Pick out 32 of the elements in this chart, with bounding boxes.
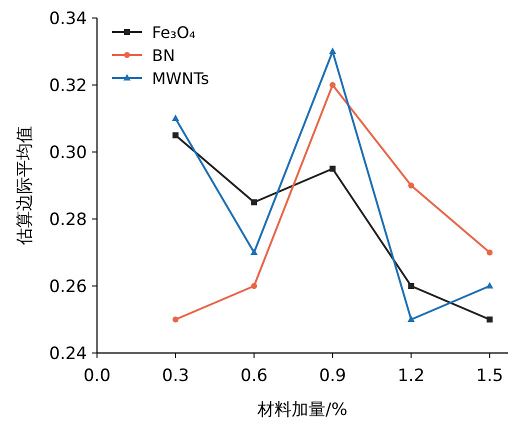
point xyxy=(486,250,493,256)
x-tick-label: 1.2 xyxy=(398,366,425,386)
point xyxy=(251,283,258,289)
point xyxy=(329,48,336,54)
x-tick-label: 1.5 xyxy=(476,366,504,386)
legend-label: Fe₃O₄ xyxy=(152,23,196,42)
x-tick-label: 0.0 xyxy=(83,366,111,386)
y-axis-title: 估算边际平均值 xyxy=(15,126,35,246)
y-tick-label: 0.34 xyxy=(49,9,87,29)
y-tick-label: 0.32 xyxy=(49,76,87,96)
y-tick-label: 0.26 xyxy=(49,277,87,297)
x-tick-label: 0.3 xyxy=(162,366,190,386)
y-tick-label: 0.24 xyxy=(49,344,87,364)
legend-label: MWNTs xyxy=(152,69,210,88)
point xyxy=(330,82,336,88)
x-tick-label: 0.9 xyxy=(319,366,346,386)
point xyxy=(172,316,179,322)
point xyxy=(486,316,493,322)
legend-label: BN xyxy=(152,46,175,65)
point xyxy=(330,166,336,172)
point xyxy=(251,199,258,206)
point xyxy=(172,114,180,121)
y-tick-label: 0.28 xyxy=(49,210,87,230)
x-tick-label: 0.6 xyxy=(240,366,268,386)
point xyxy=(408,182,414,188)
point xyxy=(408,283,414,289)
x-axis-title: 材料加量/% xyxy=(256,400,348,420)
point xyxy=(250,248,258,255)
point xyxy=(408,316,415,322)
y-tick-label: 0.30 xyxy=(49,143,87,163)
point xyxy=(172,132,179,138)
point xyxy=(486,282,494,288)
